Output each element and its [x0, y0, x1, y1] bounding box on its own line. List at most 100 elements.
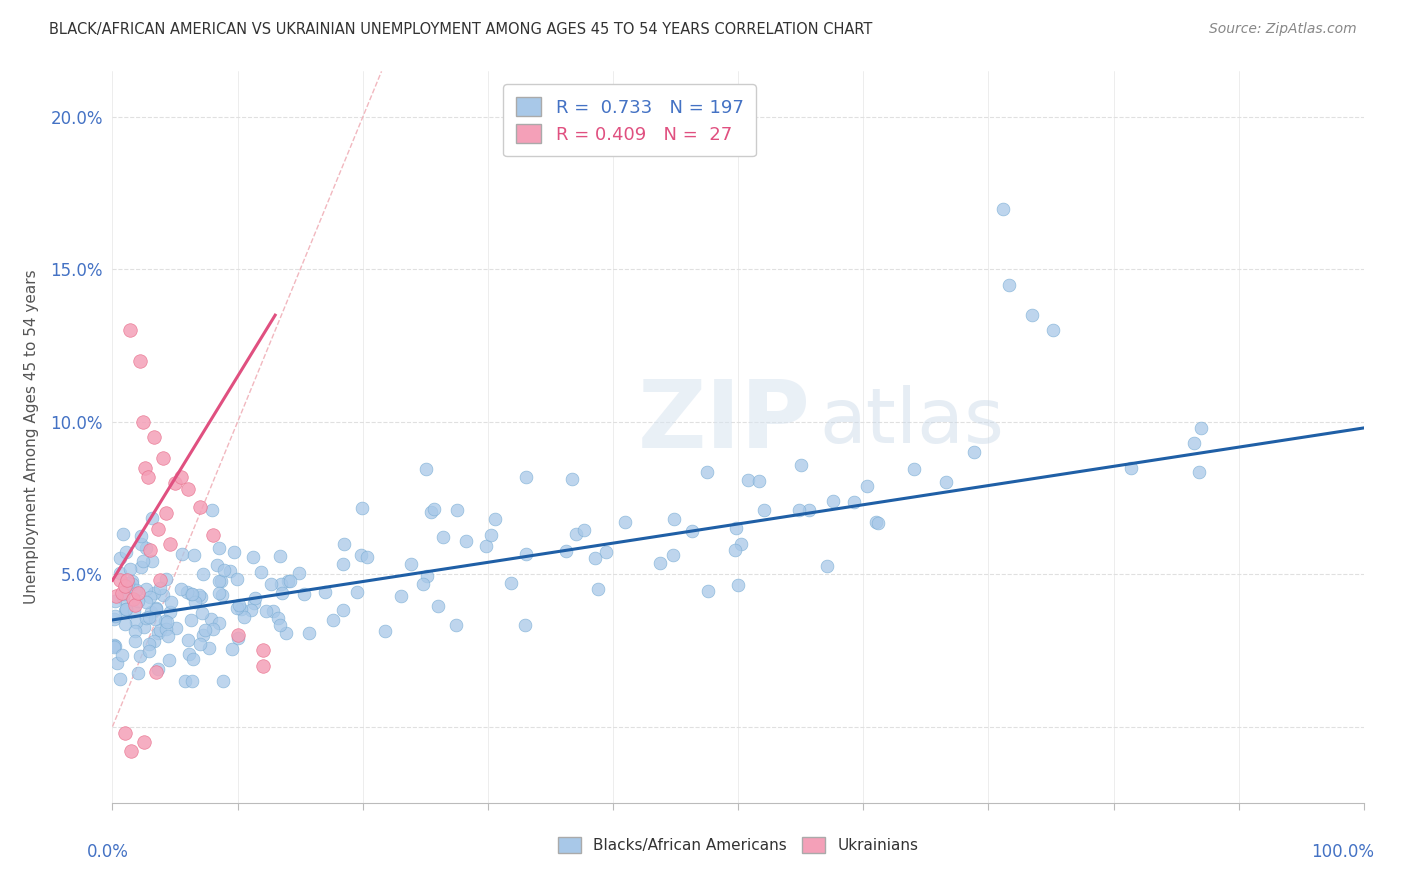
Point [138, 610, 160, 624]
Point [356, 550, 378, 565]
Point [117, 574, 139, 588]
Point [422, 502, 444, 516]
Point [240, 603, 263, 617]
Point [446, 502, 468, 516]
Point [111, 591, 134, 606]
Point [170, 469, 193, 483]
Point [135, 610, 157, 624]
Point [748, 474, 770, 488]
Point [188, 500, 211, 515]
Point [270, 577, 292, 591]
Point [226, 631, 249, 645]
Point [155, 572, 177, 586]
Point [131, 415, 153, 429]
Point [103, 640, 125, 654]
Point [613, 515, 636, 529]
Point [190, 590, 212, 604]
Point [799, 502, 821, 516]
Point [149, 574, 172, 588]
Point [963, 445, 986, 459]
Point [419, 505, 441, 519]
Point [146, 521, 169, 535]
Point [132, 554, 155, 568]
Point [233, 610, 256, 624]
Point [141, 511, 163, 525]
Point [855, 479, 877, 493]
Point [754, 503, 776, 517]
Point [444, 617, 467, 632]
Point [111, 648, 134, 662]
Point [176, 633, 198, 648]
Point [226, 572, 249, 586]
Point [124, 598, 146, 612]
Point [146, 625, 169, 640]
Point [117, 576, 139, 591]
Point [586, 582, 609, 596]
Point [250, 566, 273, 580]
Point [789, 458, 811, 472]
Point [179, 647, 201, 661]
Point [159, 653, 181, 667]
Point [181, 651, 204, 665]
Point [114, 579, 136, 593]
Point [1188, 465, 1211, 479]
Point [456, 534, 478, 549]
Point [1182, 435, 1205, 450]
Point [145, 601, 167, 615]
Point [191, 606, 214, 620]
Point [172, 548, 194, 562]
Point [212, 564, 235, 578]
Point [108, 550, 131, 565]
Point [134, 594, 156, 608]
Point [730, 537, 752, 551]
Point [122, 605, 145, 619]
Point [228, 598, 250, 612]
Point [332, 602, 354, 616]
Point [209, 574, 232, 589]
Point [252, 658, 274, 673]
Point [188, 588, 211, 602]
Point [138, 637, 160, 651]
Point [842, 494, 865, 508]
Point [155, 622, 177, 636]
Point [108, 673, 131, 687]
Text: Source: ZipAtlas.com: Source: ZipAtlas.com [1209, 22, 1357, 37]
Y-axis label: Unemployment Among Ages 45 to 54 years: Unemployment Among Ages 45 to 54 years [24, 269, 39, 605]
Point [142, 430, 165, 444]
Point [135, 541, 157, 555]
Point [103, 612, 125, 626]
Point [314, 585, 336, 599]
Point [226, 601, 249, 615]
Point [160, 595, 183, 609]
Point [127, 585, 149, 599]
Point [143, 612, 166, 626]
Point [935, 475, 957, 489]
Point [114, 603, 136, 617]
Point [1042, 323, 1064, 337]
Point [121, 574, 143, 589]
Point [211, 673, 233, 688]
Point [124, 634, 146, 648]
Point [170, 582, 193, 597]
Point [662, 512, 685, 526]
Point [115, 601, 138, 615]
Point [222, 544, 245, 558]
Point [269, 618, 291, 632]
Point [105, 656, 128, 670]
Point [515, 618, 537, 632]
Point [155, 506, 177, 520]
Point [595, 545, 617, 559]
Point [350, 548, 373, 562]
Point [346, 584, 368, 599]
Point [129, 559, 152, 574]
Point [201, 502, 224, 516]
Point [108, 574, 131, 588]
Text: BLACK/AFRICAN AMERICAN VS UKRAINIAN UNEMPLOYMENT AMONG AGES 45 TO 54 YEARS CORRE: BLACK/AFRICAN AMERICAN VS UKRAINIAN UNEM… [49, 22, 873, 37]
Text: ZIP: ZIP [638, 376, 811, 468]
Point [108, 566, 131, 581]
Point [260, 577, 283, 591]
Point [155, 614, 177, 628]
Point [298, 626, 321, 640]
Point [274, 625, 297, 640]
Point [121, 577, 143, 591]
